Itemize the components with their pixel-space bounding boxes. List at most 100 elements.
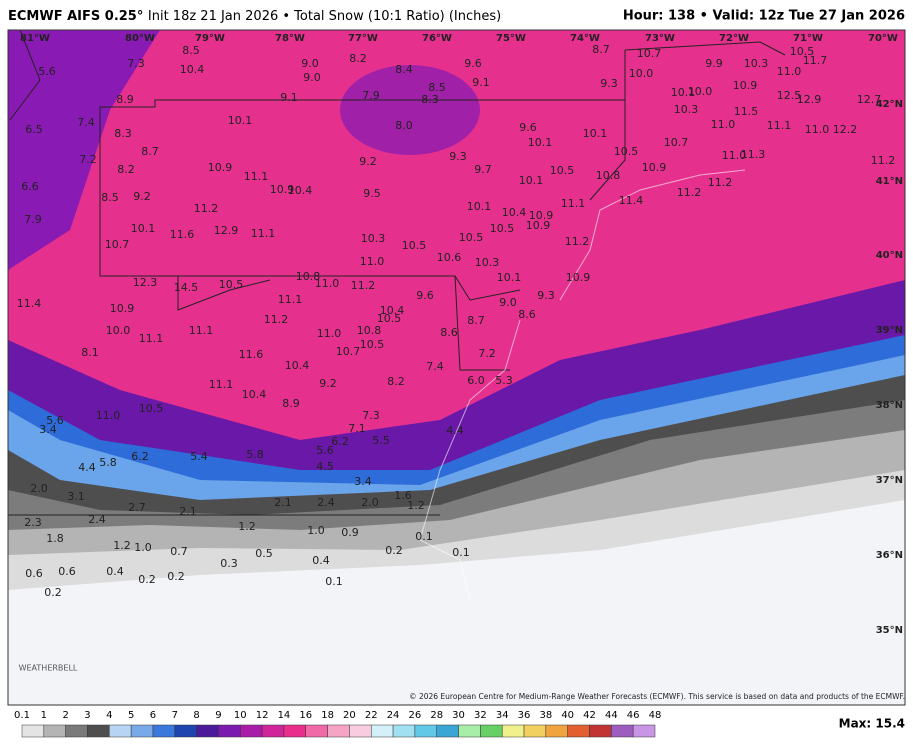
snow-value: 6.2 bbox=[131, 450, 149, 463]
colorbar-label: 14 bbox=[278, 710, 291, 721]
snow-value: 0.4 bbox=[106, 565, 124, 578]
snow-value: 11.6 bbox=[170, 228, 195, 241]
snow-value: 8.0 bbox=[395, 119, 413, 132]
colorbar-swatch bbox=[261, 724, 285, 738]
snow-value: 5.8 bbox=[99, 456, 117, 469]
colorbar-swatch bbox=[370, 724, 394, 738]
colorbar-swatch bbox=[109, 724, 132, 738]
colorbar-label: 6 bbox=[150, 710, 156, 721]
snow-value: 10.7 bbox=[664, 136, 689, 149]
border-ny-ct bbox=[589, 50, 626, 201]
snow-value: 3.1 bbox=[67, 490, 85, 503]
snow-value: 0.7 bbox=[170, 545, 188, 558]
snow-value: 10.3 bbox=[475, 256, 500, 269]
snow-value: 6.0 bbox=[467, 374, 485, 387]
snow-value: 10.4 bbox=[288, 184, 313, 197]
snow-value: 7.3 bbox=[362, 409, 380, 422]
snow-value: 2.1 bbox=[179, 505, 197, 518]
max-value: Max: 15.4 bbox=[839, 717, 905, 731]
map: WEATHERBELL 81°W 80°W 79°W 78°W 77°W 76°W 75°W… bbox=[7, 29, 906, 706]
colorbar-label: 22 bbox=[365, 710, 378, 721]
coast-ne bbox=[559, 169, 746, 301]
lat-label: 37°N bbox=[876, 475, 903, 486]
coast bbox=[419, 169, 746, 601]
snow-value: 10.5 bbox=[490, 222, 515, 235]
snow-value: 6.5 bbox=[25, 123, 43, 136]
colorbar-swatch bbox=[283, 724, 307, 738]
snow-value: 9.6 bbox=[464, 57, 482, 70]
snow-value: 10.0 bbox=[106, 324, 131, 337]
colorbar-swatch bbox=[349, 724, 372, 738]
snow-value: 8.5 bbox=[182, 44, 200, 57]
snow-value: 1.2 bbox=[407, 499, 425, 512]
snow-value: 10.1 bbox=[528, 136, 553, 149]
snow-value: 10.9 bbox=[110, 302, 135, 315]
snow-value: 5.6 bbox=[38, 65, 56, 78]
snow-value: 8.7 bbox=[141, 145, 159, 158]
snow-value: 2.4 bbox=[88, 513, 106, 526]
snow-value: 1.2 bbox=[113, 539, 131, 552]
colorbar-label: 8 bbox=[193, 710, 199, 721]
lon-label: 78°W bbox=[275, 33, 305, 44]
map-shading bbox=[8, 30, 905, 705]
colorbar-swatch bbox=[567, 724, 590, 738]
colorbar-label: 0.1 bbox=[14, 710, 30, 721]
snow-value: 14.5 bbox=[174, 281, 199, 294]
colorbar-label: 12 bbox=[256, 710, 269, 721]
snow-value: 10.1 bbox=[583, 127, 608, 140]
snow-value: 10.5 bbox=[550, 164, 575, 177]
title-rest: Init 18z 21 Jan 2026 • Total Snow (10:1 … bbox=[148, 9, 501, 24]
colorbar-swatch bbox=[240, 724, 263, 738]
lat-label: 41°N bbox=[876, 176, 903, 187]
shade-white bbox=[8, 500, 905, 705]
snow-value: 2.7 bbox=[128, 501, 146, 514]
snow-value: 11.2 bbox=[194, 202, 219, 215]
snow-value: 10.9 bbox=[270, 183, 295, 196]
colorbar-swatch bbox=[196, 724, 219, 738]
colorbar-label: 46 bbox=[627, 710, 640, 721]
snow-value: 1.0 bbox=[307, 524, 325, 537]
map-frame bbox=[7, 29, 906, 706]
logo: WEATHERBELL bbox=[19, 664, 78, 673]
colorbar-label: 16 bbox=[299, 710, 312, 721]
snow-value: 11.2 bbox=[565, 235, 590, 248]
snow-value: 5.5 bbox=[372, 434, 390, 447]
snow-value: 8.7 bbox=[467, 314, 485, 327]
snow-value: 3.4 bbox=[354, 475, 372, 488]
snow-value: 12.9 bbox=[214, 224, 239, 237]
snow-value: 0.2 bbox=[167, 570, 185, 583]
colorbar-label: 26 bbox=[409, 710, 422, 721]
colorbar-swatch bbox=[414, 724, 437, 738]
snow-value: 1.0 bbox=[134, 541, 152, 554]
snow-value: 12.9 bbox=[797, 93, 822, 106]
lat-label: 42°N bbox=[876, 99, 903, 110]
snow-value: 10.3 bbox=[674, 103, 699, 116]
lon-label: 79°W bbox=[195, 33, 225, 44]
colorbar-label: 36 bbox=[518, 710, 531, 721]
snow-value: 4.5 bbox=[316, 460, 334, 473]
snow-value: 10.4 bbox=[285, 359, 310, 372]
colorbar-swatch bbox=[43, 724, 66, 738]
colorbar-label: 32 bbox=[474, 710, 487, 721]
colorbar-label: 42 bbox=[583, 710, 596, 721]
colorbar-label: 5 bbox=[128, 710, 134, 721]
snow-value: 0.2 bbox=[385, 544, 403, 557]
snow-value: 10.4 bbox=[242, 388, 267, 401]
snow-value: 11.0 bbox=[711, 118, 736, 131]
snow-value: 10.9 bbox=[529, 209, 554, 222]
snow-value: 9.3 bbox=[600, 77, 618, 90]
snow-value: 9.2 bbox=[359, 155, 377, 168]
snow-value: 7.9 bbox=[24, 213, 42, 226]
snow-value: 8.6 bbox=[518, 308, 536, 321]
snow-value: 2.0 bbox=[361, 496, 379, 509]
snow-value: 9.9 bbox=[705, 57, 723, 70]
colorbar-label: 48 bbox=[649, 710, 662, 721]
title-bold: ECMWF AIFS 0.25° bbox=[8, 9, 143, 24]
snow-value: 11.5 bbox=[734, 105, 759, 118]
snow-value: 11.0 bbox=[96, 409, 121, 422]
snow-value: 11.0 bbox=[777, 65, 802, 78]
colorbar-label: 9 bbox=[215, 710, 221, 721]
snow-value: 1.2 bbox=[238, 520, 256, 533]
lon-label: 70°W bbox=[868, 33, 898, 44]
snow-value: 10.9 bbox=[566, 271, 591, 284]
